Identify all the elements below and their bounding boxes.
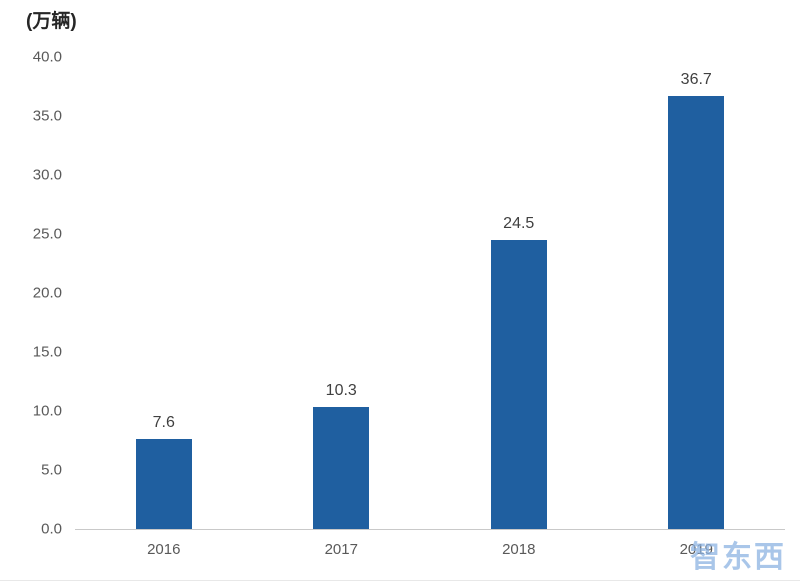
y-tick-label: 15.0 — [32, 343, 62, 361]
bar-2016 — [135, 439, 192, 529]
y-tick-label: 0.0 — [41, 520, 62, 538]
y-tick-label: 5.0 — [41, 461, 62, 479]
x-tick-label-2017: 2017 — [324, 541, 358, 558]
y-tick-label: 40.0 — [32, 48, 62, 66]
bottom-divider — [0, 580, 800, 581]
chart-unit-label: (万辆) — [26, 11, 77, 32]
x-axis-line — [75, 529, 785, 530]
y-tick-label: 10.0 — [32, 402, 62, 420]
bar-2019 — [668, 95, 725, 529]
plot-area: 7.6 10.3 24.5 36.7 — [75, 57, 785, 529]
y-tick-label: 20.0 — [32, 284, 62, 302]
bar-value-label: 36.7 — [680, 70, 712, 88]
y-tick-label: 30.0 — [32, 166, 62, 184]
x-tick-label-2018: 2018 — [502, 541, 536, 558]
bar-value-label: 10.3 — [325, 382, 357, 400]
bar-2017 — [313, 407, 370, 529]
bar-2018 — [490, 239, 547, 529]
bar-value-label: 7.6 — [152, 414, 175, 432]
x-tick-label-2019: 2019 — [679, 541, 713, 558]
watermark-logo: 智东西 — [690, 541, 786, 574]
x-tick-label-2016: 2016 — [147, 541, 181, 558]
bar-value-label: 24.5 — [503, 214, 535, 232]
y-tick-label: 35.0 — [32, 107, 62, 125]
y-tick-label: 25.0 — [32, 225, 62, 243]
